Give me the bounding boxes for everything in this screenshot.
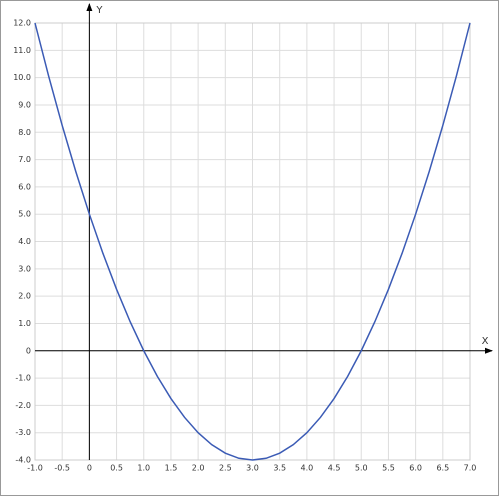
x-tick-label: 3.5 (273, 464, 286, 473)
y-axis-label: Y (95, 5, 103, 16)
y-tick-label: -2.0 (15, 401, 31, 410)
x-axis-label: X (482, 336, 489, 347)
x-tick-label: 1.0 (137, 464, 150, 473)
y-tick-label: 10.0 (13, 73, 31, 82)
y-tick-label: 2.0 (18, 292, 31, 301)
x-tick-label: 3.0 (246, 464, 259, 473)
y-tick-label: -1.0 (15, 374, 31, 383)
x-tick-label: 4.5 (328, 464, 341, 473)
x-tick-label: 4.0 (301, 464, 314, 473)
y-tick-label: 9.0 (18, 100, 31, 109)
y-tick-label: 1.0 (18, 319, 31, 328)
y-tick-label: 8.0 (18, 128, 31, 137)
x-tick-label: -1.0 (27, 464, 43, 473)
x-tick-label: 6.0 (409, 464, 422, 473)
y-tick-label: 12.0 (13, 19, 31, 28)
x-tick-label: 0 (87, 464, 92, 473)
x-tick-label: 5.0 (355, 464, 368, 473)
x-tick-label: 5.5 (382, 464, 395, 473)
curve (34, 22, 471, 461)
y-tick-label: 5.0 (18, 210, 31, 219)
x-tick-label: 1.5 (165, 464, 178, 473)
y-tick-label: 3.0 (18, 264, 31, 273)
y-tick-label: 4.0 (18, 237, 31, 246)
y-tick-label: 7.0 (18, 155, 31, 164)
y-tick-label: 6.0 (18, 182, 31, 191)
x-tick-label: 2.5 (219, 464, 232, 473)
y-tick-label: -4.0 (15, 456, 31, 465)
x-tick-label: -0.5 (54, 464, 70, 473)
y-tick-label: -3.0 (15, 428, 31, 437)
y-tick-label: 11.0 (13, 46, 31, 55)
y-tick-label: 0 (26, 346, 31, 355)
x-tick-label: 7.0 (464, 464, 477, 473)
x-tick-label: 6.5 (436, 464, 449, 473)
x-tick-label: 0.5 (110, 464, 123, 473)
x-tick-label: 2.0 (192, 464, 205, 473)
